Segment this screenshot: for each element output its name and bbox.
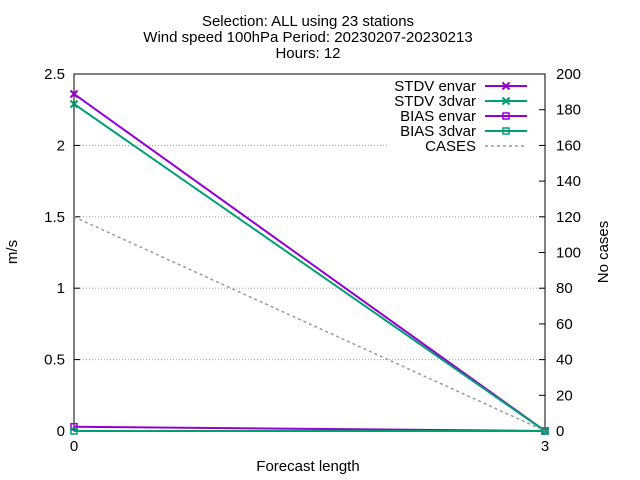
- data-point: [69, 89, 79, 99]
- grid: [74, 144, 545, 361]
- y2-tick-label: 120: [556, 209, 581, 226]
- legend-label: STDV 3dvar: [394, 93, 476, 110]
- title-line: Selection: ALL using 23 stations: [202, 13, 414, 30]
- y-tick-label: 0: [57, 423, 65, 440]
- y2-tick-label: 20: [556, 387, 573, 404]
- legend-label: STDV envar: [394, 78, 476, 95]
- legend-marker: [502, 127, 510, 135]
- axes: 0 0.5 1 1.5 2 2.5 0 20 40 60 80 100 120 140 160 180 200 0…: [44, 66, 581, 455]
- y-tick-label: 2: [57, 137, 65, 154]
- x-tick-label: 3: [541, 438, 549, 455]
- legend-label: CASES: [425, 138, 476, 155]
- series-line: [73, 103, 546, 432]
- y2-tick-label: 0: [556, 423, 564, 440]
- y2-tick-label: 140: [556, 173, 581, 190]
- series-line: [73, 216, 546, 432]
- series-line: [73, 93, 546, 432]
- y2-tick-label: 100: [556, 245, 581, 262]
- y2-tick-label: 40: [556, 352, 573, 369]
- title-line: Hours: 12: [275, 45, 340, 62]
- y-tick-label: 1.5: [44, 209, 65, 226]
- legend-label: BIAS 3dvar: [400, 123, 476, 140]
- legend-marker: [502, 112, 510, 120]
- y-tick-label: 0.5: [44, 352, 65, 369]
- legend-label: BIAS envar: [400, 108, 476, 125]
- x-tick-label: 0: [70, 438, 78, 455]
- series-lines: [69, 89, 550, 436]
- data-point: [69, 99, 79, 109]
- data-point: [70, 422, 78, 431]
- y2-tick-label: 160: [556, 137, 581, 154]
- y2-tick-label: 60: [556, 316, 573, 333]
- legend-marker: [501, 96, 511, 106]
- y2-axis-label: No cases: [595, 221, 612, 284]
- y2-tick-label: 200: [556, 66, 581, 83]
- y2-tick-label: 180: [556, 102, 581, 119]
- y-tick-label: 2.5: [44, 66, 65, 83]
- legend-marker: [501, 81, 511, 91]
- data-point: [70, 427, 78, 435]
- y-tick-label: 1: [57, 280, 65, 297]
- y-axis-label: m/s: [4, 240, 21, 264]
- data-point: [541, 427, 549, 435]
- title-line: Wind speed 100hPa Period: 20230207-20230…: [143, 29, 472, 46]
- y2-tick-label: 80: [556, 280, 573, 297]
- x-axis-label: Forecast length: [256, 458, 359, 475]
